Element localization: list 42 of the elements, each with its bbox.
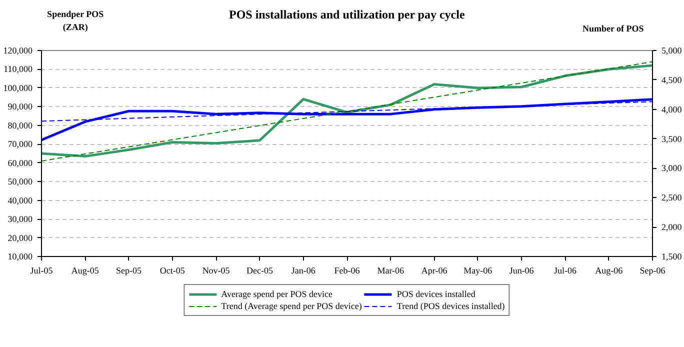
legend-label: Trend (POS devices installed) xyxy=(396,301,505,311)
y2-tick-label: 2,000 xyxy=(662,222,682,232)
y2-tick-label: 1,500 xyxy=(662,252,682,262)
y2-tick-label: 3,500 xyxy=(662,134,682,144)
x-tick-label: Apr-06 xyxy=(421,266,448,276)
y-tick-label: 60,000 xyxy=(8,158,33,168)
x-tick-label: Dec-05 xyxy=(246,266,274,276)
y-tick-label: 110,000 xyxy=(4,64,33,74)
y2-tick-label: 2,500 xyxy=(662,192,682,203)
y-tick-label: 90,000 xyxy=(8,102,33,112)
y-tick-label: 70,000 xyxy=(8,139,33,150)
x-tick-label: Mar-06 xyxy=(377,266,405,276)
x-tick-label: Jul-06 xyxy=(554,266,577,276)
x-tick-label: Feb-06 xyxy=(334,266,360,276)
y-tick-label: 50,000 xyxy=(8,176,33,187)
y-axis-title: Spendper POS (ZAR) xyxy=(47,9,104,32)
y-tick-label: 120,000 xyxy=(3,46,33,56)
y2-tick-label: 4,500 xyxy=(662,74,682,85)
y2-tick-label: 5,000 xyxy=(662,46,682,56)
x-tick-label: May-06 xyxy=(464,266,493,276)
legend-label: Trend (Average spend per POS device) xyxy=(221,301,362,311)
y-tick-label: 20,000 xyxy=(8,232,33,243)
x-tick-label: Sep-06 xyxy=(640,266,666,276)
chart-title: POS installations and utilization per pay cycle xyxy=(228,8,466,22)
y-tick-label: 80,000 xyxy=(8,120,33,130)
legend-label: POS devices installed xyxy=(396,289,476,299)
y-tick-label: 100,000 xyxy=(3,82,33,93)
x-tick-label: Aug-06 xyxy=(595,266,624,276)
y-tick-label: 30,000 xyxy=(8,214,33,224)
y2-axis-title: Number of POS xyxy=(582,24,644,34)
x-tick-label: Nov-05 xyxy=(202,266,230,276)
x-tick-label: Jun-06 xyxy=(509,266,534,276)
x-tick-label: Aug-05 xyxy=(71,266,100,276)
y-tick-label: 40,000 xyxy=(8,195,33,206)
y2-tick-label: 4,000 xyxy=(662,104,682,114)
y-tick-label: 10,000 xyxy=(8,252,33,262)
x-tick-label: Sep-05 xyxy=(116,266,142,276)
x-tick-label: Oct-05 xyxy=(160,266,186,276)
x-tick-label: Jul-05 xyxy=(30,266,54,276)
legend-label: Average spend per POS device xyxy=(221,289,332,299)
y2-tick-label: 3,000 xyxy=(662,163,682,174)
x-tick-label: Jan-06 xyxy=(291,266,316,276)
